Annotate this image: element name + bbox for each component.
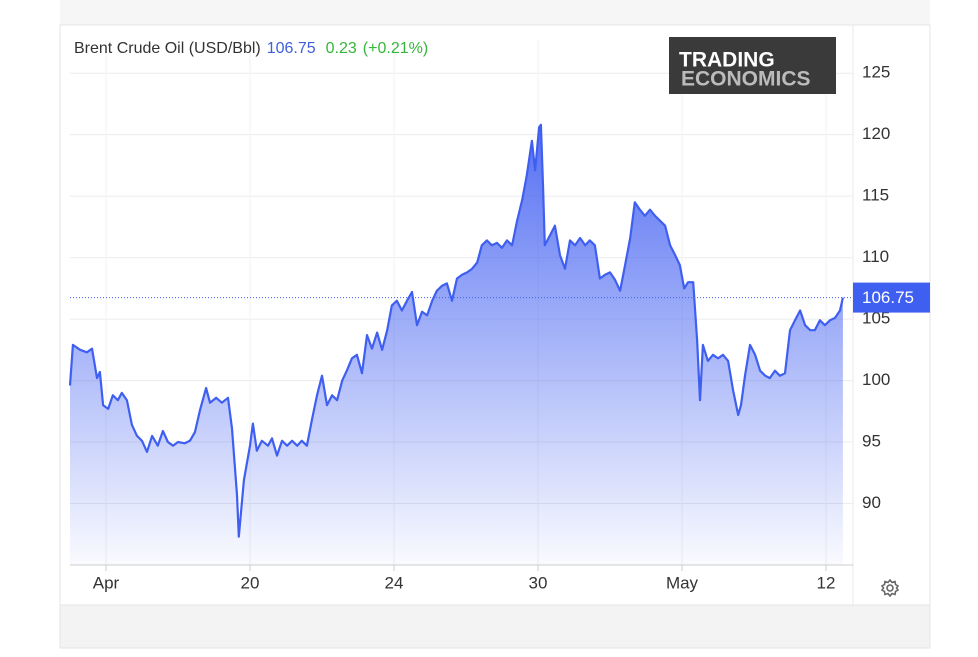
settings-icon[interactable]: [880, 578, 900, 598]
logo-box: [669, 37, 836, 94]
x-tick-label: May: [666, 573, 699, 592]
logo-line: ECONOMICS: [681, 68, 811, 91]
change-percent: (+0.21%): [363, 40, 428, 57]
y-tick-label: 105: [862, 309, 890, 328]
chart-header: Brent Crude Oil (USD/Bbl) 106.75 0.23 (+0.2…: [74, 40, 428, 57]
x-tick-label: 12: [817, 573, 836, 592]
plot: [68, 123, 853, 566]
y-tick-label: 90: [862, 493, 881, 512]
x-tick-label: 20: [241, 573, 260, 592]
x-tick-label: Apr: [93, 573, 120, 592]
y-tick-label: 100: [862, 370, 890, 389]
y-tick-label: 110: [862, 247, 889, 266]
y-tick-label: 120: [862, 124, 890, 143]
last-price: 106.75: [267, 40, 316, 57]
x-tick-label: 30: [529, 573, 548, 592]
price-line: [68, 123, 844, 538]
bottom-band: [59, 604, 931, 649]
y-tick-label: 125: [862, 63, 890, 82]
y-tick-label: 115: [862, 186, 889, 205]
logo-line: TRADING: [679, 49, 775, 72]
chart-title: Brent Crude Oil (USD/Bbl): [74, 40, 261, 57]
area-fill: [70, 124, 843, 566]
top-band: [60, 0, 930, 25]
labels: 90 95 100 105 110 115 120 125 Apr 20 24 30 May 12 106.…: [93, 63, 930, 592]
change: 0.23: [326, 40, 357, 57]
last-value-badge: [853, 282, 930, 313]
last-value-label: 106.75: [862, 288, 914, 307]
x-tick-label: 24: [385, 573, 404, 592]
y-tick-label: 95: [862, 432, 881, 451]
